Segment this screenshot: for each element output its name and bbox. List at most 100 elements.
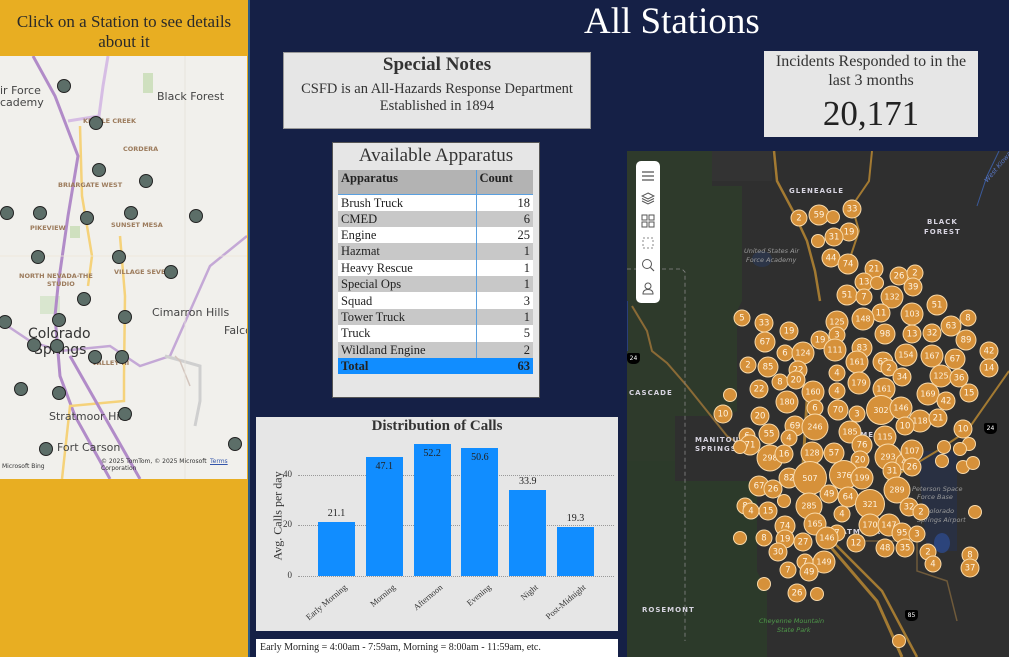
station-marker[interactable] <box>228 437 242 451</box>
station-marker[interactable] <box>31 250 45 264</box>
incident-cluster[interactable]: 4 <box>924 555 942 573</box>
incident-cluster[interactable]: 19 <box>779 321 799 341</box>
station-marker[interactable] <box>88 350 102 364</box>
search-button[interactable] <box>639 256 657 274</box>
station-marker[interactable] <box>52 386 66 400</box>
table-row[interactable]: Wildland Engine 2 <box>338 341 533 359</box>
table-row[interactable]: Squad 3 <box>338 292 533 309</box>
station-marker[interactable] <box>118 407 132 421</box>
station-marker[interactable] <box>52 313 66 327</box>
user-button[interactable] <box>639 279 657 297</box>
incident-cluster[interactable]: 148 <box>851 307 875 331</box>
station-marker[interactable] <box>89 116 103 130</box>
incident-cluster[interactable]: 6 <box>776 344 794 362</box>
incident-cluster[interactable]: 111 <box>823 338 847 362</box>
incident-cluster[interactable]: 180 <box>775 390 799 414</box>
incident-cluster[interactable]: 2 <box>906 264 924 282</box>
bar-early-morning[interactable] <box>318 522 355 576</box>
incident-cluster[interactable]: 74 <box>837 253 859 275</box>
incident-cluster[interactable]: 8 <box>755 529 773 547</box>
incident-cluster[interactable]: 246 <box>801 413 829 441</box>
incident-cluster[interactable]: 89 <box>955 329 977 351</box>
incident-cluster[interactable]: 98 <box>874 323 896 345</box>
incident-cluster[interactable]: 10 <box>713 404 733 424</box>
station-marker[interactable] <box>92 163 106 177</box>
incident-cluster[interactable] <box>826 210 840 224</box>
incident-cluster[interactable]: 16 <box>774 444 794 464</box>
incident-cluster[interactable]: 57 <box>823 442 845 464</box>
incident-cluster[interactable]: 70 <box>827 399 849 421</box>
incident-cluster[interactable]: 179 <box>847 371 871 395</box>
incident-cluster[interactable] <box>953 442 967 456</box>
station-marker[interactable] <box>50 339 64 353</box>
bar-afternoon[interactable] <box>413 443 451 576</box>
incident-cluster[interactable]: 146 <box>815 526 839 550</box>
incident-cluster[interactable]: 15 <box>758 501 778 521</box>
incident-cluster[interactable] <box>966 456 980 470</box>
incident-cluster[interactable]: 4 <box>833 505 851 523</box>
incident-cluster[interactable] <box>733 440 747 454</box>
incident-cluster[interactable]: 55 <box>758 423 780 445</box>
incident-cluster[interactable]: 8 <box>959 309 977 327</box>
incident-cluster[interactable]: 42 <box>936 391 956 411</box>
incident-cluster[interactable]: 13 <box>902 324 922 344</box>
incident-cluster[interactable]: 4 <box>828 382 846 400</box>
incident-cluster[interactable] <box>935 454 949 468</box>
incident-cluster[interactable]: 14 <box>979 358 999 378</box>
incident-cluster[interactable]: 27 <box>793 532 813 552</box>
incident-cluster[interactable]: 31 <box>824 227 844 247</box>
incident-cluster[interactable]: 26 <box>902 457 922 477</box>
incident-cluster[interactable] <box>811 234 825 248</box>
incident-cluster[interactable] <box>723 388 737 402</box>
incident-cluster[interactable]: 5 <box>733 309 751 327</box>
incident-cluster[interactable]: 15 <box>959 383 979 403</box>
station-marker[interactable] <box>139 174 153 188</box>
incident-cluster[interactable]: 7 <box>855 288 873 306</box>
incident-cluster[interactable]: 63 <box>940 315 962 337</box>
incident-cluster[interactable]: 51 <box>926 294 948 316</box>
incident-cluster[interactable]: 19 <box>839 222 859 242</box>
incident-cluster[interactable]: 2 <box>790 209 808 227</box>
table-row[interactable]: Hazmat 1 <box>338 243 533 260</box>
station-marker[interactable] <box>0 315 12 329</box>
incident-cluster[interactable]: 85 <box>757 356 779 378</box>
incident-cluster[interactable]: 2 <box>912 503 930 521</box>
grid-button[interactable] <box>639 212 657 230</box>
incident-cluster[interactable] <box>733 531 747 545</box>
incident-cluster[interactable]: 33 <box>754 313 774 333</box>
station-marker[interactable] <box>189 209 203 223</box>
incident-cluster[interactable] <box>870 276 884 290</box>
station-marker[interactable] <box>0 206 14 220</box>
incident-cluster[interactable]: 33 <box>842 199 862 219</box>
station-marker[interactable] <box>115 350 129 364</box>
station-marker[interactable] <box>39 442 53 456</box>
station-marker[interactable] <box>80 211 94 225</box>
bar-morning[interactable] <box>365 456 403 576</box>
incident-cluster[interactable]: 199 <box>850 466 874 490</box>
incident-cluster[interactable]: 20 <box>750 406 770 426</box>
incident-cluster[interactable]: 125 <box>929 364 953 388</box>
column-header-count[interactable]: Count <box>476 170 533 195</box>
column-header-apparatus[interactable]: Apparatus <box>338 170 477 195</box>
incident-cluster[interactable]: 3 <box>908 525 926 543</box>
incident-cluster[interactable]: 154 <box>894 343 918 367</box>
station-marker[interactable] <box>14 382 28 396</box>
incident-cluster[interactable]: 67 <box>944 348 966 370</box>
incident-cluster[interactable]: 30 <box>768 542 788 562</box>
incident-cluster[interactable] <box>892 634 906 648</box>
bar-night[interactable] <box>509 489 547 576</box>
incident-cluster[interactable] <box>937 440 951 454</box>
incident-cluster[interactable]: 2 <box>739 356 757 374</box>
incident-cluster[interactable]: 36 <box>949 368 969 388</box>
incident-cluster[interactable]: 49 <box>799 562 819 582</box>
station-marker[interactable] <box>27 338 41 352</box>
incident-cluster[interactable]: 67 <box>754 331 776 353</box>
station-marker[interactable] <box>33 206 47 220</box>
incident-cluster[interactable]: 48 <box>875 538 895 558</box>
incident-cluster[interactable] <box>757 577 771 591</box>
incident-cluster[interactable]: 7 <box>779 561 797 579</box>
incident-cluster[interactable]: 32 <box>922 323 942 343</box>
incident-cluster[interactable]: 132 <box>880 285 904 309</box>
incident-cluster[interactable]: 12 <box>846 533 866 553</box>
incident-cluster[interactable]: 35 <box>895 538 915 558</box>
